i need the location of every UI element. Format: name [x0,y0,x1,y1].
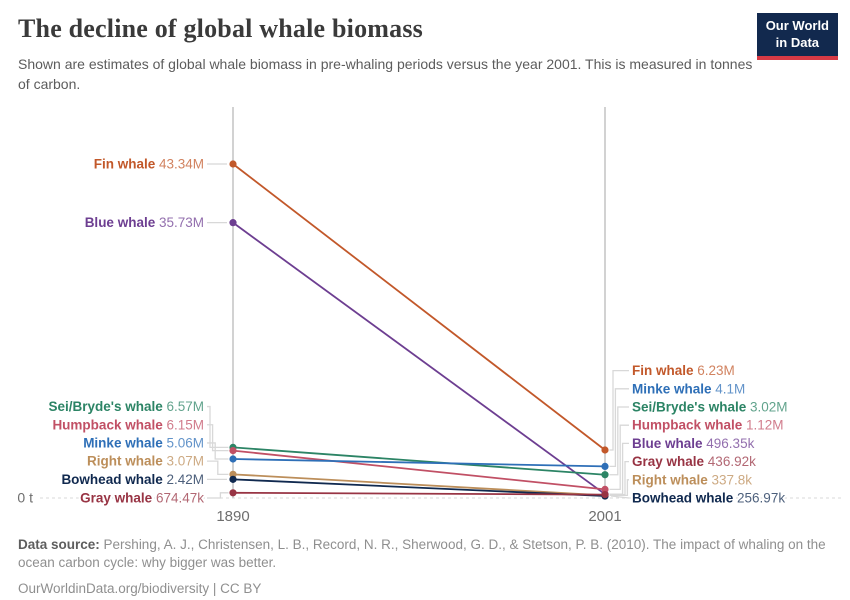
series-label-right-whale-1890[interactable]: Right whale 3.07M [85,451,206,470]
slope-chart-area: 0 t 1890 2001 Fin whale 43.34M Blue whale 35… [0,99,850,534]
label-connector-right-minke-whale [609,387,629,467]
series-label-humpback-whale-1890[interactable]: Humpback whale 6.15M [50,415,206,434]
label-connector-right-blue-whale [609,442,629,495]
owid-logo[interactable]: Our World in Data [756,13,838,60]
data-point-blue-whale-1890[interactable] [229,218,237,226]
series-line-sei-bryde-s-whale[interactable] [232,446,606,476]
label-connector-left-minke-whale [207,441,229,460]
series-label-gray-whale-2001[interactable]: Gray whale 436.92k [630,452,758,471]
series-line-right-whale[interactable] [232,473,606,496]
data-point-minke-whale-1890[interactable] [229,454,237,463]
page-title: The decline of global whale biomass [18,14,423,43]
series-label-bowhead-whale-2001[interactable]: Bowhead whale 256.97k [630,488,787,507]
owid-logo-line2: in Data [775,34,820,50]
series-label-minke-whale-2001[interactable]: Minke whale 4.1M [630,379,747,398]
data-point-humpback-whale-1890[interactable] [229,446,237,454]
data-point-right-whale-1890[interactable] [229,470,237,478]
label-connector-left-humpback-whale [207,423,229,451]
owid-logo-line1: Our World [765,18,829,33]
whale-biomass-slope-chart: 0 t 1890 2001 Fin whale 43.34M Blue whale 35… [17,106,844,525]
data-point-gray-whale-2001[interactable] [601,490,609,498]
data-point-fin-whale-2001[interactable] [601,445,609,454]
y-axis-zero-label: 0 t [17,489,33,505]
license-link[interactable]: OurWorldinData.org/biodiversity | CC BY [18,581,262,597]
series-label-sei-bryde-s-whale-1890[interactable]: Sei/Bryde's whale 6.57M [46,397,206,416]
data-point-bowhead-whale-1890[interactable] [229,475,237,483]
data-source-text: Pershing, A. J., Christensen, L. B., Rec… [18,536,826,570]
label-connector-right-bowhead-whale [610,494,630,499]
label-connector-right-humpback-whale [609,424,629,490]
series-label-humpback-whale-2001[interactable]: Humpback whale 1.12M [630,415,786,434]
series-label-minke-whale-1890[interactable]: Minke whale 5.06M [81,433,206,452]
data-point-minke-whale-2001[interactable] [601,462,609,470]
data-point-gray-whale-1890[interactable] [229,488,237,496]
series-line-gray-whale[interactable] [232,491,606,496]
chart-header: The decline of global whale biomass Our … [0,0,850,95]
series-label-fin-whale-2001[interactable]: Fin whale 6.23M [630,361,737,380]
series-label-bowhead-whale-1890[interactable]: Bowhead whale 2.42M [59,469,206,488]
data-source-note: Data source: Pershing, A. J., Christense… [18,536,832,572]
series-line-bowhead-whale[interactable] [232,478,606,497]
chart-footer: Data source: Pershing, A. J., Christense… [0,534,850,596]
data-point-humpback-whale-2001[interactable] [601,485,609,493]
series-line-fin-whale[interactable] [232,162,606,451]
label-connector-left-right-whale [207,460,229,475]
series-label-blue-whale-2001[interactable]: Blue whale 496.35k [630,433,757,452]
series-line-blue-whale[interactable] [232,221,606,495]
series-label-right-whale-2001[interactable]: Right whale 337.8k [630,470,754,489]
series-line-humpback-whale[interactable] [232,449,606,490]
data-source-label: Data source: [18,536,100,552]
label-connector-right-right-whale [609,478,629,496]
label-connector-left-gray-whale [207,491,229,499]
series-label-blue-whale-1890[interactable]: Blue whale 35.73M [83,213,206,232]
series-label-gray-whale-1890[interactable]: Gray whale 674.47k [78,488,206,507]
label-connector-right-fin-whale [609,369,629,451]
series-label-sei-bryde-s-whale-2001[interactable]: Sei/Bryde's whale 3.02M [630,397,790,416]
series-label-fin-whale-1890[interactable]: Fin whale 43.34M [92,154,206,173]
data-point-sei-bryde-s-whale-2001[interactable] [601,470,609,478]
x-tick-1890[interactable]: 1890 [216,508,249,525]
x-tick-2001[interactable]: 2001 [588,508,621,525]
label-connector-right-sei-bryde-s-whale [609,405,629,475]
chart-subtitle: Shown are estimates of global whale biom… [18,56,753,93]
series-line-minke-whale[interactable] [232,457,606,467]
data-point-fin-whale-1890[interactable] [229,159,237,168]
label-connector-right-gray-whale [609,460,629,495]
label-connector-left-sei-bryde-s-whale [207,405,229,448]
